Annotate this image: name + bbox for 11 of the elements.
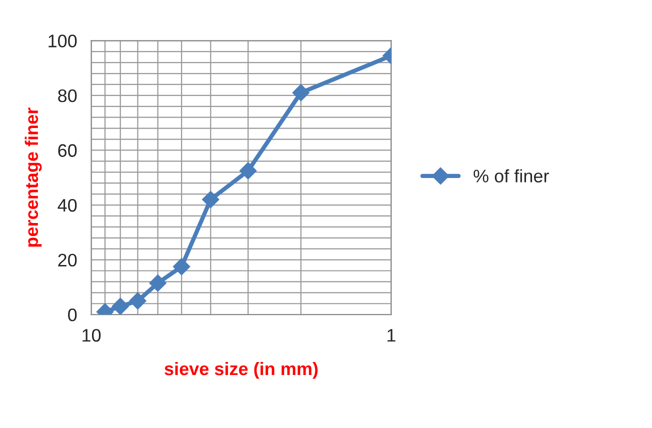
y-tick-label: 20: [58, 254, 77, 267]
y-tick-label: 80: [58, 89, 77, 102]
legend-label: % of finer: [474, 169, 549, 182]
y-tick-label: 0: [68, 308, 77, 322]
y-tick-label: 100: [48, 34, 77, 48]
x-tick-label: 1: [388, 329, 396, 342]
y-axis-title: percentage finer: [24, 108, 42, 247]
y-tick-label: 60: [58, 144, 77, 157]
x-tick-label: 10: [82, 328, 101, 342]
x-axis-title: sieve size (in mm): [164, 362, 318, 379]
y-tick-label: 40: [58, 198, 77, 212]
